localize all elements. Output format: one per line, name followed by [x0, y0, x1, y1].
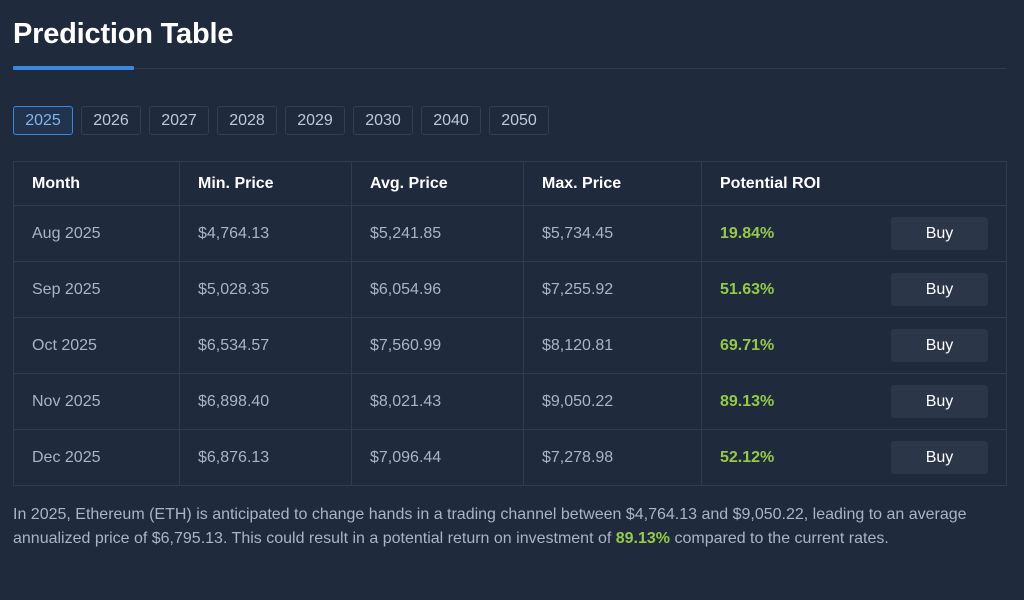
tab-2026[interactable]: 2026	[81, 106, 141, 135]
cell-action: Buy	[871, 317, 1007, 374]
tab-2028[interactable]: 2028	[217, 106, 277, 135]
cell-roi: 69.71%	[701, 317, 872, 374]
column-header-max-price: Max. Price	[523, 161, 702, 206]
cell-avg-price: $8,021.43	[351, 373, 524, 430]
cell-roi: 52.12%	[701, 429, 872, 486]
cell-min-price: $6,898.40	[179, 373, 352, 430]
title-divider	[13, 68, 1006, 69]
table-row: Sep 2025 $5,028.35 $6,054.96 $7,255.92 5…	[13, 261, 1007, 318]
cell-month: Dec 2025	[13, 429, 180, 486]
buy-button[interactable]: Buy	[891, 217, 988, 250]
cell-roi: 19.84%	[701, 205, 872, 262]
cell-max-price: $8,120.81	[523, 317, 702, 374]
buy-button[interactable]: Buy	[891, 329, 988, 362]
cell-min-price: $6,534.57	[179, 317, 352, 374]
table-row: Nov 2025 $6,898.40 $8,021.43 $9,050.22 8…	[13, 373, 1007, 430]
table-header-row: Month Min. Price Avg. Price Max. Price P…	[13, 161, 1007, 206]
cell-max-price: $7,278.98	[523, 429, 702, 486]
cell-action: Buy	[871, 429, 1007, 486]
table-row: Dec 2025 $6,876.13 $7,096.44 $7,278.98 5…	[13, 429, 1007, 486]
cell-month: Aug 2025	[13, 205, 180, 262]
cell-min-price: $6,876.13	[179, 429, 352, 486]
tab-2029[interactable]: 2029	[285, 106, 345, 135]
tab-2030[interactable]: 2030	[353, 106, 413, 135]
summary-paragraph: In 2025, Ethereum (ETH) is anticipated t…	[13, 503, 993, 550]
prediction-table: Month Min. Price Avg. Price Max. Price P…	[13, 161, 1007, 486]
page-title: Prediction Table	[13, 18, 234, 50]
cell-max-price: $7,255.92	[523, 261, 702, 318]
table-row: Oct 2025 $6,534.57 $7,560.99 $8,120.81 6…	[13, 317, 1007, 374]
column-header-min-price: Min. Price	[179, 161, 352, 206]
tab-2040[interactable]: 2040	[421, 106, 481, 135]
cell-action: Buy	[871, 205, 1007, 262]
year-tabs: 2025 2026 2027 2028 2029 2030 2040 2050	[13, 106, 549, 135]
cell-avg-price: $5,241.85	[351, 205, 524, 262]
column-header-avg-price: Avg. Price	[351, 161, 524, 206]
buy-button[interactable]: Buy	[891, 385, 988, 418]
cell-min-price: $5,028.35	[179, 261, 352, 318]
summary-text-end: compared to the current rates.	[670, 529, 889, 547]
cell-roi: 89.13%	[701, 373, 872, 430]
cell-month: Oct 2025	[13, 317, 180, 374]
summary-text: In 2025, Ethereum (ETH) is anticipated t…	[13, 506, 967, 547]
summary-roi-highlight: 89.13%	[615, 529, 671, 547]
cell-month: Nov 2025	[13, 373, 180, 430]
column-header-month: Month	[13, 161, 180, 206]
column-header-action	[871, 161, 1007, 206]
column-header-potential-roi: Potential ROI	[701, 161, 872, 206]
cell-min-price: $4,764.13	[179, 205, 352, 262]
cell-roi: 51.63%	[701, 261, 872, 318]
title-underline-accent	[13, 66, 134, 70]
cell-max-price: $9,050.22	[523, 373, 702, 430]
tab-2025[interactable]: 2025	[13, 106, 73, 135]
cell-action: Buy	[871, 373, 1007, 430]
cell-avg-price: $6,054.96	[351, 261, 524, 318]
tab-2027[interactable]: 2027	[149, 106, 209, 135]
cell-month: Sep 2025	[13, 261, 180, 318]
buy-button[interactable]: Buy	[891, 441, 988, 474]
buy-button[interactable]: Buy	[891, 273, 988, 306]
cell-avg-price: $7,096.44	[351, 429, 524, 486]
cell-max-price: $5,734.45	[523, 205, 702, 262]
tab-2050[interactable]: 2050	[489, 106, 549, 135]
table-row: Aug 2025 $4,764.13 $5,241.85 $5,734.45 1…	[13, 205, 1007, 262]
cell-avg-price: $7,560.99	[351, 317, 524, 374]
cell-action: Buy	[871, 261, 1007, 318]
